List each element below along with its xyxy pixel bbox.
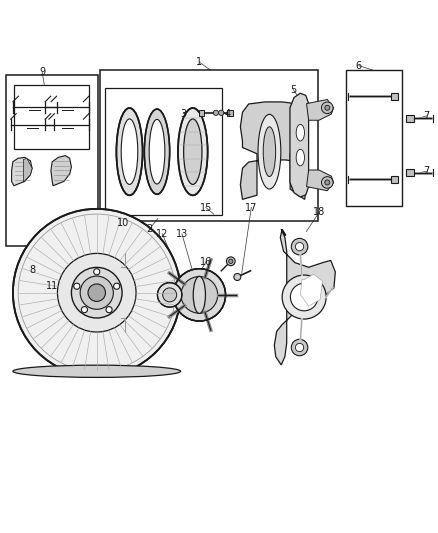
Circle shape xyxy=(181,277,218,313)
Circle shape xyxy=(325,180,330,185)
Circle shape xyxy=(57,253,136,332)
Circle shape xyxy=(213,110,219,116)
Bar xyxy=(227,110,233,116)
Text: 17: 17 xyxy=(245,203,258,213)
Circle shape xyxy=(71,268,122,318)
Polygon shape xyxy=(240,102,307,199)
Bar xyxy=(14,85,89,149)
Text: 15: 15 xyxy=(200,203,212,213)
Ellipse shape xyxy=(296,149,304,166)
Circle shape xyxy=(291,238,308,255)
Bar xyxy=(406,115,414,122)
Ellipse shape xyxy=(178,108,208,195)
Text: 8: 8 xyxy=(29,265,35,275)
Circle shape xyxy=(81,306,88,313)
Bar xyxy=(406,169,414,176)
Text: 10: 10 xyxy=(117,218,129,228)
Circle shape xyxy=(157,282,182,307)
Circle shape xyxy=(296,113,303,120)
Bar xyxy=(346,70,402,206)
Circle shape xyxy=(74,283,80,289)
Circle shape xyxy=(106,306,112,313)
Circle shape xyxy=(295,343,304,352)
Circle shape xyxy=(295,243,304,251)
Text: 2: 2 xyxy=(146,224,152,235)
Polygon shape xyxy=(307,170,333,191)
Circle shape xyxy=(325,106,330,110)
Ellipse shape xyxy=(117,108,143,195)
Text: 5: 5 xyxy=(290,85,297,95)
Polygon shape xyxy=(23,158,32,182)
Text: 12: 12 xyxy=(156,229,169,239)
Ellipse shape xyxy=(296,124,304,141)
Bar xyxy=(6,75,98,246)
Circle shape xyxy=(80,276,113,309)
Polygon shape xyxy=(300,274,322,306)
Circle shape xyxy=(88,284,106,302)
Circle shape xyxy=(226,257,235,265)
Circle shape xyxy=(229,259,233,263)
Text: 7: 7 xyxy=(423,166,430,176)
Circle shape xyxy=(162,288,177,302)
Circle shape xyxy=(234,273,241,280)
Text: 11: 11 xyxy=(46,281,58,291)
Text: 7: 7 xyxy=(423,111,430,121)
Ellipse shape xyxy=(193,276,205,313)
Polygon shape xyxy=(307,100,333,120)
Text: 1: 1 xyxy=(196,57,202,67)
Text: 9: 9 xyxy=(39,67,45,77)
Ellipse shape xyxy=(149,119,165,184)
Text: 18: 18 xyxy=(313,207,325,217)
Polygon shape xyxy=(290,93,309,197)
Circle shape xyxy=(173,269,226,321)
Text: 4: 4 xyxy=(225,109,231,119)
Circle shape xyxy=(290,284,318,311)
Text: 3: 3 xyxy=(180,109,186,119)
Circle shape xyxy=(113,283,120,289)
Bar xyxy=(199,110,204,116)
Circle shape xyxy=(13,209,180,376)
Polygon shape xyxy=(274,229,336,365)
Polygon shape xyxy=(12,157,32,185)
Circle shape xyxy=(321,102,333,114)
Bar xyxy=(106,88,223,215)
Circle shape xyxy=(291,339,308,356)
Circle shape xyxy=(219,110,224,116)
Ellipse shape xyxy=(145,109,170,194)
Ellipse shape xyxy=(184,119,202,184)
Bar xyxy=(391,93,399,100)
Text: 6: 6 xyxy=(356,61,362,71)
Polygon shape xyxy=(51,156,71,185)
Bar xyxy=(100,70,318,221)
Ellipse shape xyxy=(263,127,276,176)
Circle shape xyxy=(282,275,326,319)
Text: 13: 13 xyxy=(176,229,188,239)
Circle shape xyxy=(94,269,100,275)
Bar xyxy=(391,176,399,183)
Circle shape xyxy=(321,176,333,188)
Text: 16: 16 xyxy=(200,257,212,267)
Ellipse shape xyxy=(13,365,180,377)
Ellipse shape xyxy=(258,115,281,189)
Ellipse shape xyxy=(121,119,138,184)
